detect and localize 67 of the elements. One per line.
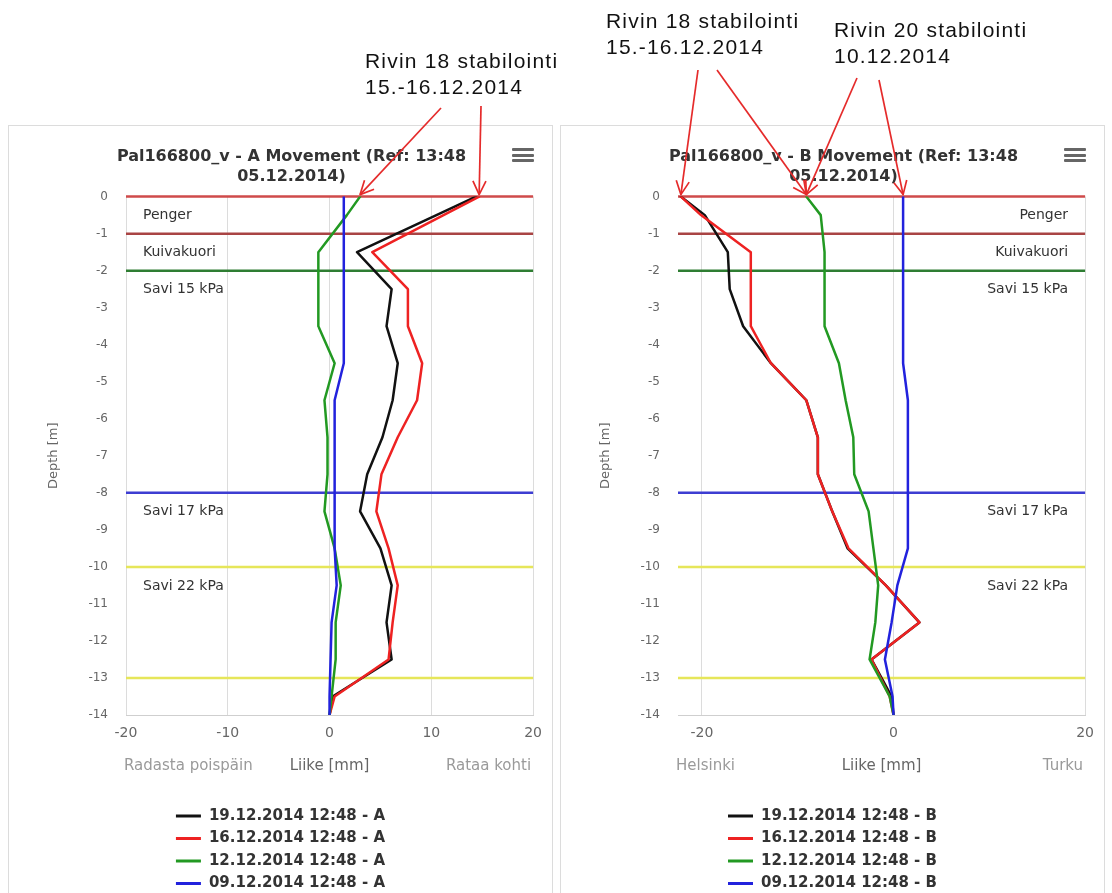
y-tick-label: -13 xyxy=(88,670,108,685)
legend-label: 16.12.2014 12:48 - A xyxy=(208,828,386,847)
y-tick-label: -9 xyxy=(648,521,660,536)
y-tick-label: -6 xyxy=(648,410,660,425)
y-tick-label: -8 xyxy=(648,484,660,499)
y-tick-label: -10 xyxy=(640,559,660,574)
text: Rivin 18 stabilointi 15.-16.12.2014 xyxy=(606,8,800,60)
ref-line-label: Savi 15 kPa xyxy=(143,280,224,297)
y-tick-label: -2 xyxy=(96,262,108,277)
ref-line-label: Savi 17 kPa xyxy=(143,502,224,519)
text: Radasta poispäin xyxy=(124,755,253,774)
y-tick-label: -11 xyxy=(88,596,108,611)
text: Rataa kohti xyxy=(445,755,532,774)
y-tick-label: -12 xyxy=(88,633,108,648)
legend-label: 19.12.2014 12:48 - B xyxy=(761,805,937,824)
text: Rivin 18 stabilointi 15.-16.12.2014 xyxy=(365,48,559,100)
y-tick-label: -7 xyxy=(648,447,660,462)
y-tick-label: -13 xyxy=(640,670,660,685)
ref-line-label: Penger xyxy=(143,206,192,223)
x-tick-label: -20 xyxy=(690,724,714,741)
y-tick-label: -10 xyxy=(88,559,108,574)
x-tick-label: 0 xyxy=(325,724,335,741)
y-tick-label: -6 xyxy=(96,410,108,425)
ref-line-label: Savi 22 kPa xyxy=(987,576,1069,593)
y-tick-label: -8 xyxy=(96,484,108,499)
legend-label: 16.12.2014 12:48 - B xyxy=(761,828,937,847)
y-tick-label: -14 xyxy=(88,707,108,722)
legend-label: 19.12.2014 12:48 - A xyxy=(208,805,386,824)
y-tick-label: -2 xyxy=(648,262,660,277)
legend-label: 12.12.2014 12:48 - B xyxy=(761,850,937,869)
x-axis-title: Liike [mm] xyxy=(841,755,922,774)
x-tick-label: 0 xyxy=(889,724,898,741)
y-tick-label: -9 xyxy=(96,521,108,536)
y-tick-label: -7 xyxy=(96,447,108,462)
y-tick-label: -14 xyxy=(640,707,660,722)
y-tick-label: -1 xyxy=(96,225,108,240)
ref-line-label: Kuivakuori xyxy=(995,243,1069,260)
ref-line-label: Savi 15 kPa xyxy=(987,280,1069,297)
y-axis-title: Depth [m] xyxy=(597,422,613,490)
x-tick-label: -20 xyxy=(114,724,138,741)
y-tick-label: -3 xyxy=(648,299,660,314)
x-tick-label: -10 xyxy=(216,724,240,741)
y-tick-label: -3 xyxy=(96,299,108,314)
ref-line-label: Savi 22 kPa xyxy=(143,576,224,593)
x-tick-label: 20 xyxy=(1076,724,1095,741)
x-tick-label: 10 xyxy=(422,724,441,741)
ref-line-label: Kuivakuori xyxy=(143,243,216,260)
legend-label: 09.12.2014 12:48 - B xyxy=(761,873,937,892)
x-axis-title: Liike [mm] xyxy=(289,755,370,774)
y-axis-title: Depth [m] xyxy=(45,422,61,490)
text: Turku xyxy=(1041,755,1084,774)
y-tick-label: -1 xyxy=(648,225,660,240)
text: Helsinki xyxy=(676,755,736,774)
y-tick-label: -4 xyxy=(648,336,660,351)
y-tick-label: -5 xyxy=(648,373,660,388)
y-tick-label: 0 xyxy=(100,188,108,203)
x-tick-label: 20 xyxy=(524,724,543,741)
ref-line-label: Savi 17 kPa xyxy=(987,502,1069,519)
y-tick-label: -4 xyxy=(96,336,108,351)
ref-line-label: Penger xyxy=(1019,206,1069,223)
legend-label: 09.12.2014 12:48 - A xyxy=(208,873,386,892)
y-tick-label: -12 xyxy=(640,633,660,648)
text: Rivin 20 stabilointi 10.12.2014 xyxy=(834,17,1028,69)
y-tick-label: -11 xyxy=(640,596,660,611)
legend-label: 12.12.2014 12:48 - A xyxy=(208,850,386,869)
y-tick-label: -5 xyxy=(96,373,108,388)
y-tick-label: 0 xyxy=(652,188,660,203)
